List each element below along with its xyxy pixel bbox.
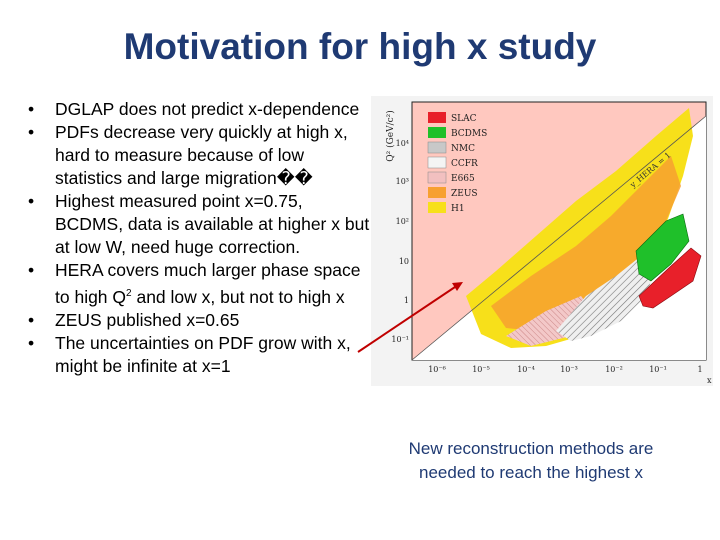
slac-region <box>638 247 702 309</box>
x-tick-label: 1 <box>697 365 702 374</box>
slide-title: Motivation for high x study <box>123 26 597 67</box>
legend-swatch <box>427 141 447 154</box>
bullet-item: • Highest measured point x=0.75, BCDMS, d… <box>28 190 373 259</box>
y-tick-label: 10⁴ <box>396 139 409 148</box>
bullet-text: Highest measured point x=0.75, BCDMS, da… <box>55 191 370 257</box>
bullet-dot: • <box>28 332 35 353</box>
bullet-text-pre: HERA covers much larger phase space to h… <box>55 260 361 307</box>
bcdms-region <box>635 213 690 282</box>
bullet-text: PDFs decrease very quickly at high x, ha… <box>55 122 348 188</box>
legend: SLAC BCDMS NMC CCFR E665 ZEUS H1 <box>427 112 487 214</box>
y-tick-label: 1 <box>404 296 409 305</box>
bullet-text-post: and low x, but not to high x <box>131 286 345 307</box>
bullet-item: • HERA covers much larger phase space to … <box>28 259 373 309</box>
legend-label: NMC <box>451 144 475 154</box>
bullet-list: • DGLAP does not predict x-dependence • PD… <box>28 98 373 378</box>
bullet-dot: • <box>28 309 35 330</box>
bullet-item: • PDFs decrease very quickly at high x, h… <box>28 121 373 190</box>
y-tick-label: 10⁻¹ <box>391 335 409 344</box>
x-ticks: 10⁻⁶ 10⁻⁵ 10⁻⁴ 10⁻³ 10⁻² 10⁻¹ 1 <box>428 365 702 374</box>
figure-caption: New reconstruction methods are needed to… <box>408 439 654 482</box>
y-tick-label: 10² <box>396 217 409 226</box>
y-equals-1-line <box>411 115 707 361</box>
bullet-item: • DGLAP does not predict x-dependence <box>28 98 373 121</box>
legend-label: SLAC <box>451 114 477 124</box>
legend-label: CCFR <box>451 159 478 169</box>
y-tick-label: 10³ <box>396 177 409 186</box>
bullet-superscript: 2 <box>126 288 132 299</box>
bullet-dot: • <box>28 260 35 280</box>
zeus-region <box>491 156 681 331</box>
y-tick-label: 10 <box>399 257 409 266</box>
bullet-dot: • <box>28 99 35 119</box>
x-tick-label: 10⁻² <box>605 365 623 374</box>
legend-label: BCDMS <box>451 129 487 139</box>
legend-label: ZEUS <box>451 189 478 199</box>
legend-swatch <box>428 187 446 198</box>
bullet-text: The uncertainties on PDF grow with x, mi… <box>55 332 351 376</box>
x-tick-label: 10⁻⁵ <box>472 365 490 374</box>
legend-swatch <box>427 156 447 169</box>
y-ticks: 10⁴ 10³ 10² 10 1 10⁻¹ <box>391 139 409 344</box>
x-tick-label: 10⁻¹ <box>649 365 667 374</box>
x-tick-label: 10⁻³ <box>560 365 578 374</box>
nmc-ccfr-region <box>556 256 656 341</box>
x-tick-label: 10⁻⁴ <box>517 365 535 374</box>
bullet-text: DGLAP does not predict x-dependence <box>55 99 360 119</box>
bullet-dot: • <box>28 122 35 142</box>
x-axis-label: x <box>707 376 712 385</box>
bullet-item: • ZEUS published x=0.65 <box>28 309 373 332</box>
bullet-dot: • <box>28 191 35 211</box>
kinematic-plot: y_HERA = 1 SLAC BCDMS NMC CCFR E665 ZEUS… <box>385 101 712 385</box>
y-axis-label: Q² (GeV/c²) <box>385 110 396 162</box>
kinematic-plane-figure: y_HERA = 1 SLAC BCDMS NMC CCFR E665 ZEUS… <box>371 96 713 386</box>
legend-swatch <box>427 171 447 184</box>
bullet-item: • The uncertainties on PDF grow with x, m… <box>28 332 373 378</box>
legend-label: H1 <box>451 204 465 214</box>
legend-swatch <box>428 202 446 213</box>
bullet-text: ZEUS published x=0.65 <box>55 309 240 330</box>
legend-label: E665 <box>451 174 475 184</box>
legend-swatch <box>428 112 446 123</box>
x-tick-label: 10⁻⁶ <box>428 365 446 374</box>
legend-swatch <box>428 127 446 138</box>
